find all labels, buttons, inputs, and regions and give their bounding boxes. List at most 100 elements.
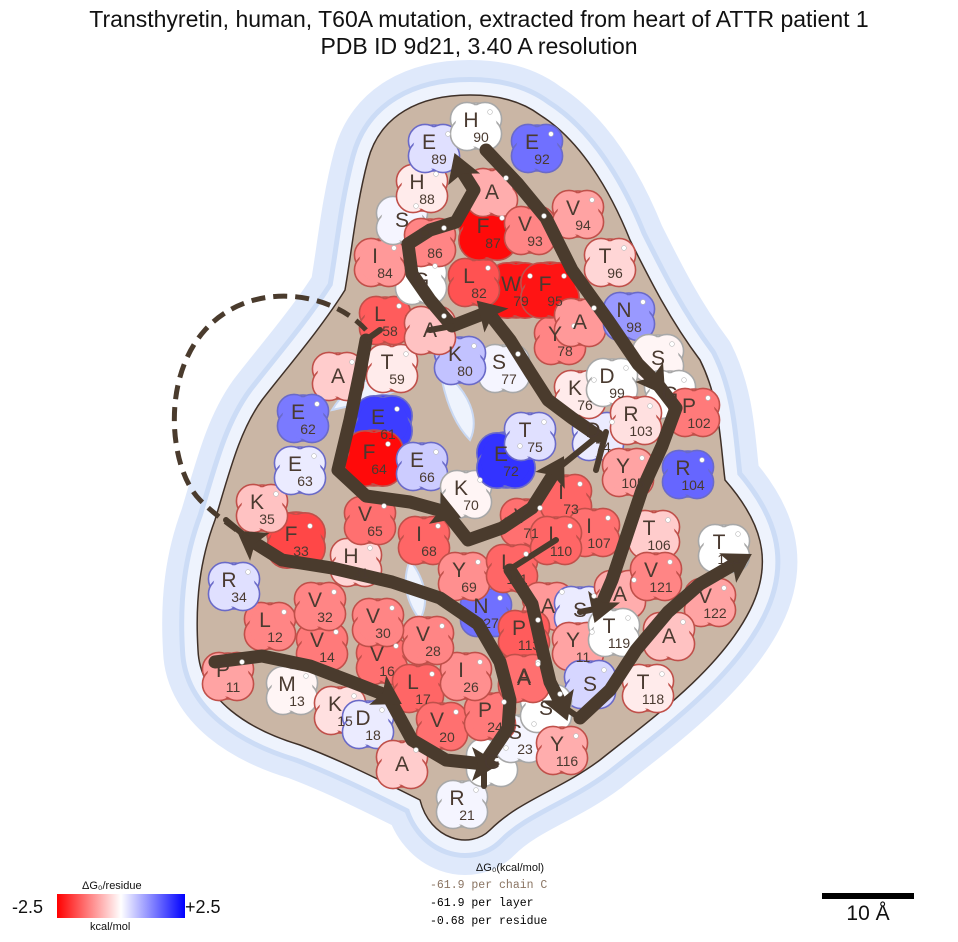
residue-letter: V — [518, 213, 532, 236]
residue-circle — [391, 663, 445, 714]
residue-letter: E — [291, 401, 305, 424]
residue-number: 72 — [503, 463, 519, 479]
residue-letter: P — [216, 659, 230, 682]
residue: S — [583, 667, 607, 696]
residue: Y11 — [566, 629, 595, 665]
residue-number: 32 — [317, 609, 333, 625]
residue-number: 110 — [550, 543, 573, 559]
scale-bar: 10 Å — [822, 893, 914, 926]
backbone-segment — [573, 555, 745, 725]
residue-number: 58 — [382, 323, 398, 339]
residue-number: 64 — [371, 461, 387, 477]
residue-letter: N — [616, 299, 631, 322]
residue-letter: G — [662, 383, 678, 406]
residue-letter: K — [568, 377, 582, 400]
side-chain-dot — [245, 569, 251, 575]
residue: V65 — [358, 503, 387, 539]
side-chain-dot — [527, 273, 533, 279]
residue-letter: V — [430, 709, 444, 732]
side-chain-dot — [331, 589, 337, 595]
figure-title: Transthyretin, human, T60A mutation, ext… — [0, 6, 958, 60]
residue-number: 76 — [577, 397, 593, 413]
residue: L58 — [374, 303, 402, 339]
residue-circle — [365, 343, 419, 394]
residue-letter: L — [501, 551, 513, 574]
residue-letter: S — [492, 351, 506, 374]
side-chain-dot — [591, 593, 597, 599]
side-chain-dot — [349, 359, 355, 365]
residue-letter: T — [713, 531, 726, 554]
residue: A — [331, 359, 355, 388]
residue-circle — [583, 237, 637, 288]
residue-circle — [621, 663, 675, 714]
side-chain-dot — [239, 659, 245, 665]
residue-number: 11 — [226, 679, 241, 695]
residue-letter: I — [548, 523, 554, 546]
backbone-connector — [509, 537, 559, 571]
residue-number: 75 — [527, 439, 543, 455]
residue-circle — [435, 779, 489, 830]
residue-letter: S — [583, 673, 597, 696]
residue-circle — [351, 597, 405, 648]
residue-number: 93 — [527, 233, 543, 249]
side-chain-dot — [393, 643, 399, 649]
residue-letter: E — [410, 449, 424, 472]
strand-arrowhead — [472, 747, 500, 781]
residue: E62 — [291, 401, 320, 437]
side-chain-dot — [281, 609, 287, 615]
residue-circle — [503, 411, 557, 462]
residue-letter: T — [381, 351, 394, 374]
residue: E92 — [525, 131, 554, 167]
backbone-segment — [381, 689, 491, 771]
residue-number: 35 — [259, 511, 275, 527]
residue-letter: T — [599, 245, 612, 268]
residue-number: 99 — [609, 385, 625, 401]
side-chain-dot — [475, 559, 481, 565]
residue-letter: N — [473, 595, 488, 618]
residue: H31 — [343, 545, 373, 581]
side-chain-dot — [591, 377, 597, 383]
residue: F87 — [477, 215, 505, 251]
side-chain-dot — [667, 559, 673, 565]
residue-number: 118 — [642, 691, 665, 707]
residue-letter: V — [416, 623, 430, 646]
residue-letter: S — [539, 697, 553, 720]
residue-letter: T — [603, 615, 616, 638]
residue-circle — [529, 515, 583, 566]
residue-letter: A — [613, 583, 627, 606]
residue-number: 71 — [523, 525, 539, 541]
residue-number: 27 — [483, 615, 499, 631]
residue-letter: V — [310, 629, 324, 652]
residue: E61 — [371, 406, 400, 442]
side-chain-dot — [471, 343, 477, 349]
side-chain-dot — [381, 503, 387, 509]
residue-letter: V — [698, 585, 712, 608]
side-chain-dot — [367, 545, 373, 551]
residue-number: 84 — [377, 265, 393, 281]
residue-letter: H — [409, 171, 424, 194]
residue-number: 89 — [431, 151, 447, 167]
residue-letter: S — [395, 209, 409, 232]
side-chain-dot — [441, 225, 447, 231]
residue: A — [485, 175, 509, 204]
side-chain-dot — [531, 721, 537, 727]
residue: I73 — [558, 481, 583, 517]
energy-per-layer: -61.9 per layer — [430, 897, 534, 910]
side-chain-dot — [623, 365, 629, 371]
residue-letter: T — [643, 517, 656, 540]
side-chain-dot — [441, 313, 447, 319]
residue-circle — [661, 449, 715, 500]
residue-number: 80 — [457, 363, 473, 379]
backbone-segment — [593, 375, 683, 615]
residue: V32 — [308, 589, 337, 625]
side-chain-dot — [273, 491, 279, 497]
residue-circle — [551, 189, 605, 240]
residue-number: 31 — [353, 565, 369, 581]
side-chain-dot — [640, 299, 646, 305]
residue-circle — [311, 351, 365, 402]
legend-unit: kcal/mol — [90, 921, 131, 933]
